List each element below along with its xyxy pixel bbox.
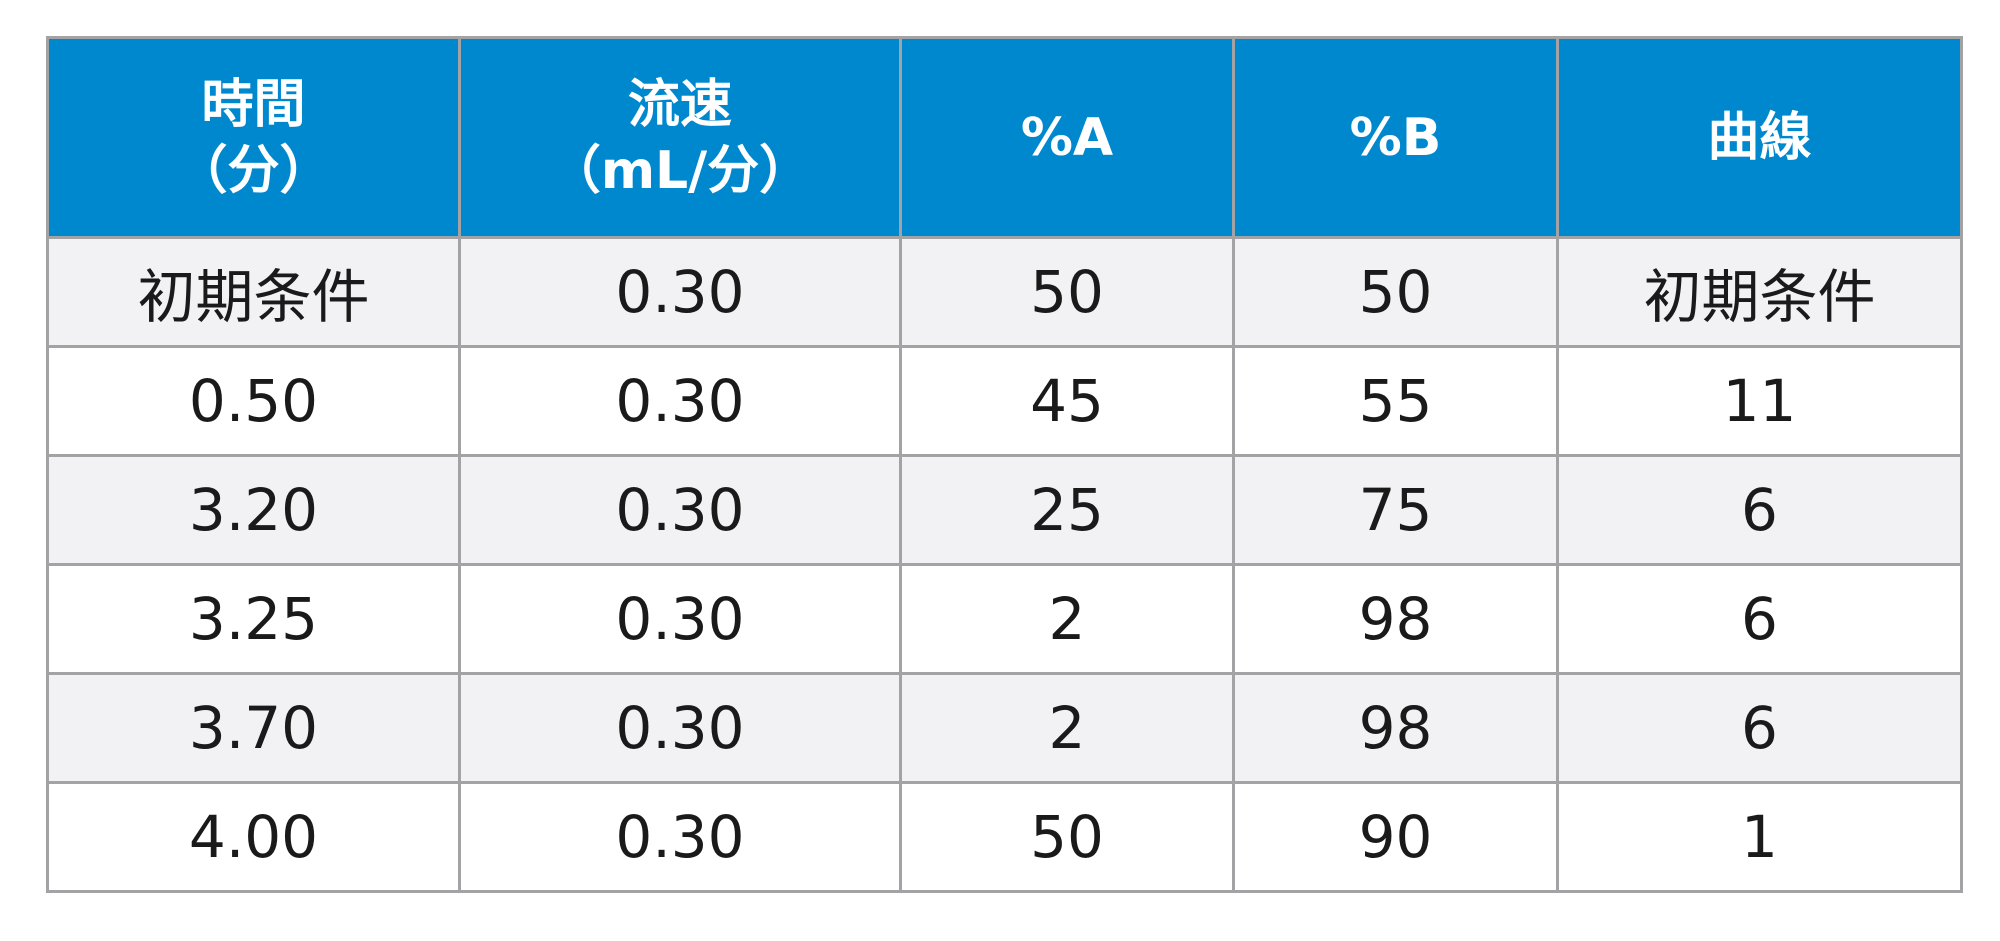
table-body: 初期条件 0.30 50 50 初期条件 0.50 0.30 45 55 11 3.20 0.30 25… (46, 236, 1963, 893)
header-cell: 曲線 (1556, 36, 1963, 239)
table-cell: 2 (899, 563, 1235, 675)
table-cell: 初期条件 (1556, 236, 1963, 348)
header-cell: 流速 （mL/分） (458, 36, 902, 239)
table-cell: 45 (899, 345, 1235, 457)
table-cell: 1 (1556, 781, 1963, 893)
table-cell: 4.00 (46, 781, 461, 893)
table-cell: 90 (1232, 781, 1559, 893)
table-cell: 25 (899, 454, 1235, 566)
header-text: %B (1349, 107, 1442, 168)
header-cell: %A (899, 36, 1235, 239)
table-cell: 98 (1232, 672, 1559, 784)
table-row: 4.00 0.30 50 90 1 (46, 781, 1963, 893)
table-cell: 2 (899, 672, 1235, 784)
table-row: 3.25 0.30 2 98 6 (46, 563, 1963, 675)
table-row: 3.70 0.30 2 98 6 (46, 672, 1963, 784)
table-cell: 3.20 (46, 454, 461, 566)
header-text: （分） (175, 140, 332, 201)
header-text: 流速 (627, 74, 732, 135)
header-text: 時間 (201, 74, 306, 135)
table-cell: 50 (899, 236, 1235, 348)
table-row: 3.20 0.30 25 75 6 (46, 454, 1963, 566)
table-cell: 50 (1232, 236, 1559, 348)
table-cell: 75 (1232, 454, 1559, 566)
header-cell: %B (1232, 36, 1559, 239)
table-cell: 6 (1556, 672, 1963, 784)
table-cell: 0.30 (458, 454, 902, 566)
header-text: 曲線 (1707, 107, 1812, 168)
table-cell: 0.30 (458, 345, 902, 457)
table-cell: 3.25 (46, 563, 461, 675)
header-text: （mL/分） (548, 140, 812, 201)
table-cell: 6 (1556, 454, 1963, 566)
table-cell: 0.30 (458, 672, 902, 784)
table-cell: 0.30 (458, 236, 902, 348)
table-cell: 初期条件 (46, 236, 461, 348)
table-cell: 55 (1232, 345, 1559, 457)
table-cell: 6 (1556, 563, 1963, 675)
table-cell: 50 (899, 781, 1235, 893)
table-cell: 98 (1232, 563, 1559, 675)
gradient-table: 時間 （分） 流速 （mL/分） %A %B 曲線 初期条件 0.30 50 50 初期条件 0.50… (46, 36, 1963, 893)
table-cell: 3.70 (46, 672, 461, 784)
table-row: 初期条件 0.30 50 50 初期条件 (46, 236, 1963, 348)
table-cell: 0.50 (46, 345, 461, 457)
table-cell: 11 (1556, 345, 1963, 457)
header-cell: 時間 （分） (46, 36, 461, 239)
header-row: 時間 （分） 流速 （mL/分） %A %B 曲線 (46, 36, 1963, 239)
table-row: 0.50 0.30 45 55 11 (46, 345, 1963, 457)
table-cell: 0.30 (458, 781, 902, 893)
table-cell: 0.30 (458, 563, 902, 675)
header-text: %A (1020, 107, 1114, 168)
